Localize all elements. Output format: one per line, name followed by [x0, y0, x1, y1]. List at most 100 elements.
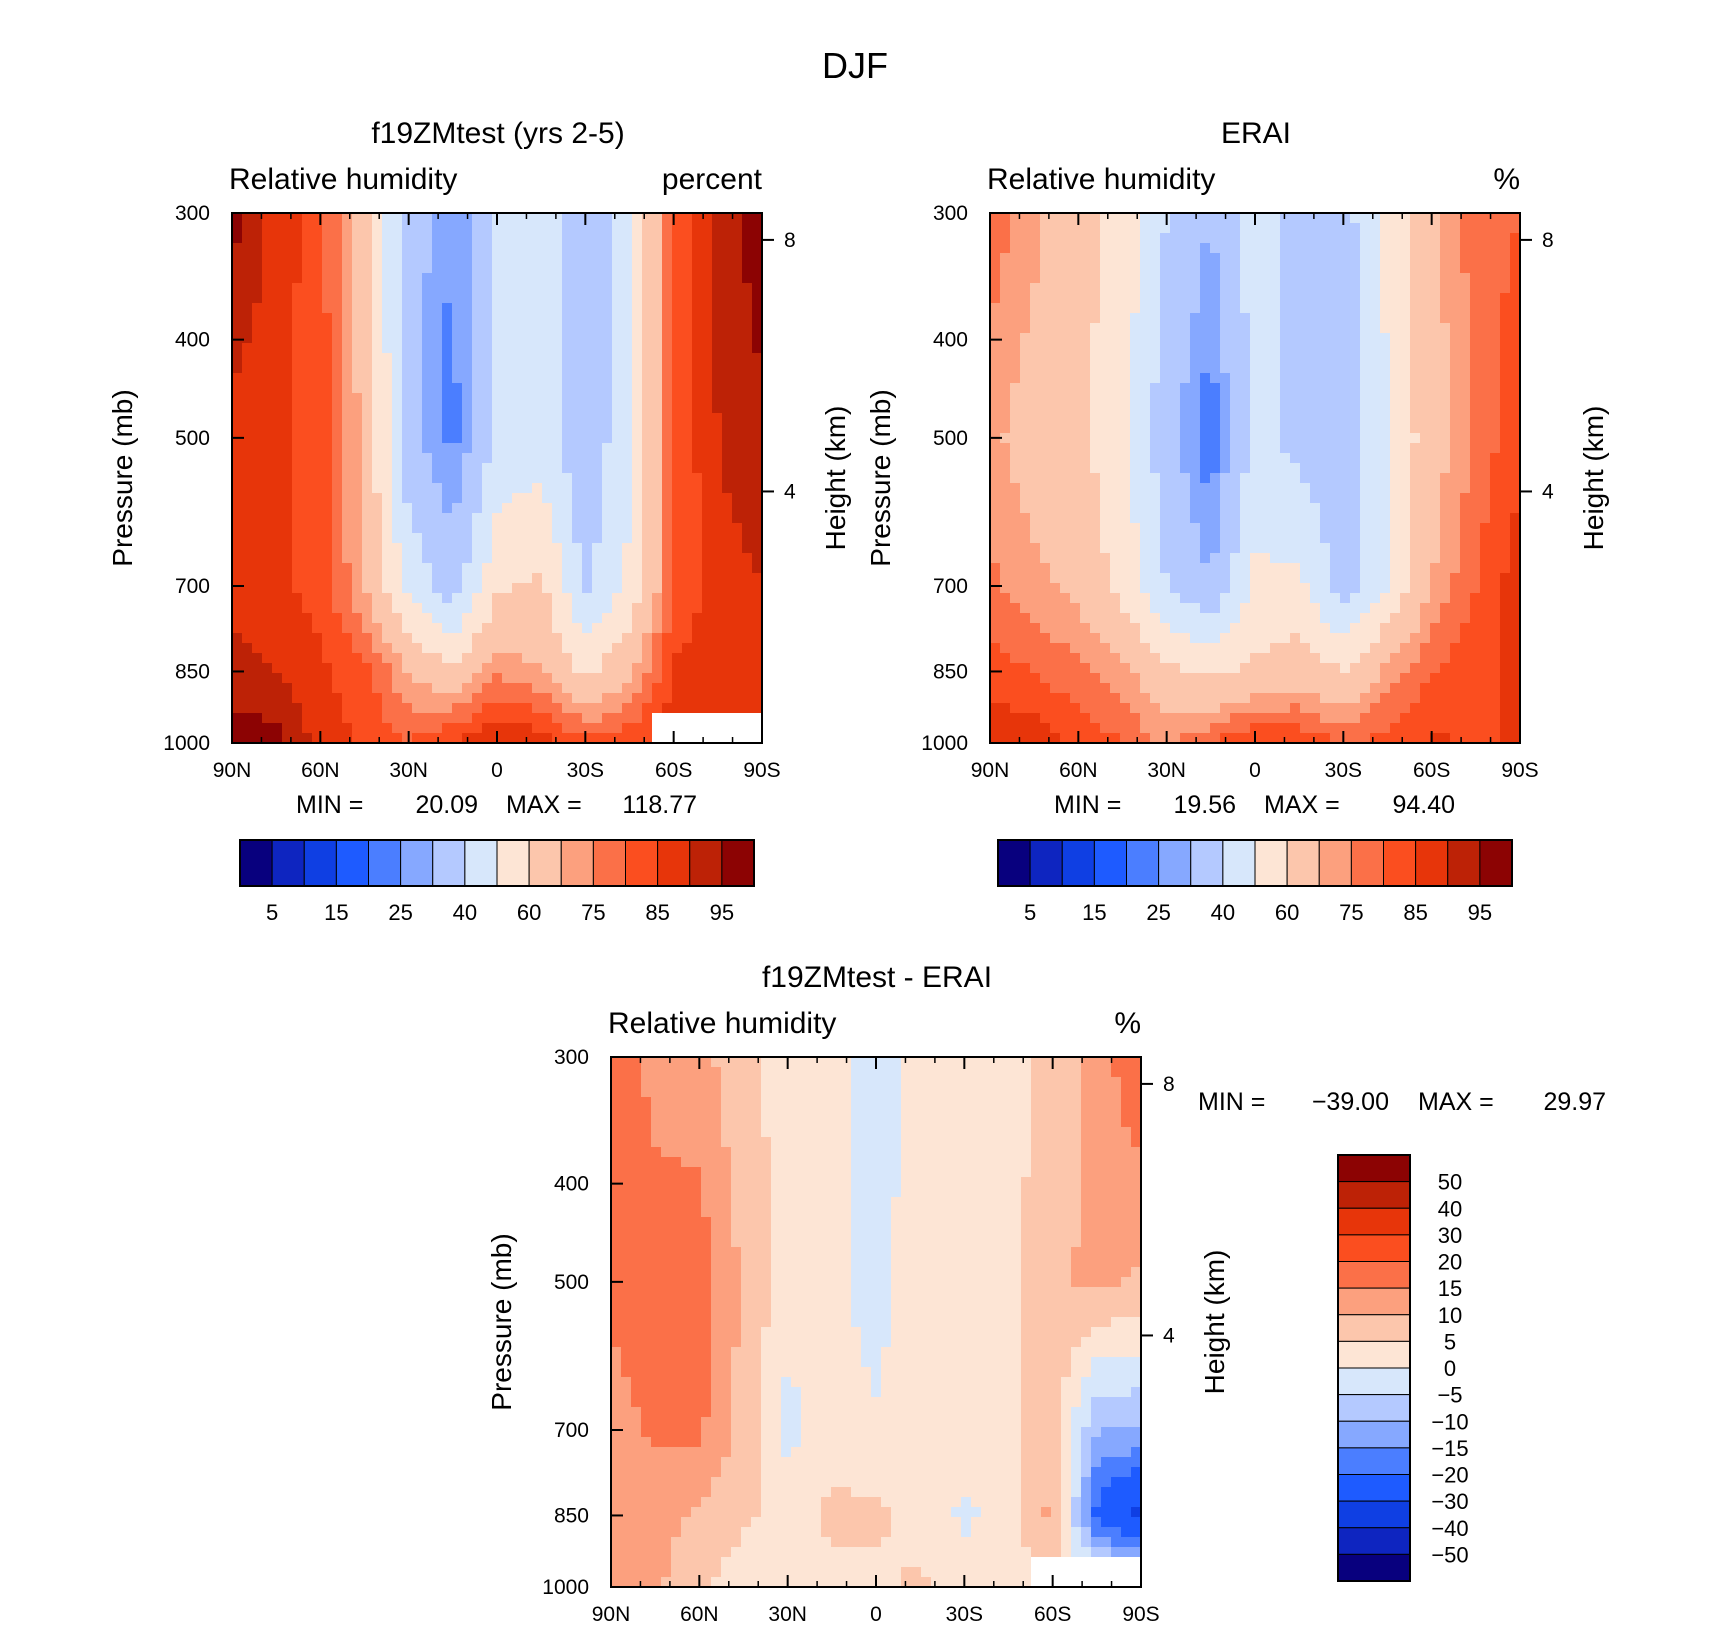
heatmap-cell: [1100, 233, 1111, 244]
heatmap-cell: [552, 343, 563, 354]
heatmap-cell: [322, 473, 333, 484]
heatmap-cell: [1030, 603, 1041, 614]
heatmap-cell: [582, 293, 593, 304]
heatmap-cell: [422, 313, 433, 324]
heatmap-cell: [252, 273, 263, 284]
heatmap-cell: [262, 603, 273, 614]
heatmap-cell: [532, 273, 543, 284]
heatmap-cell: [342, 363, 353, 374]
heatmap-cell: [1320, 463, 1331, 474]
heatmap-cell: [1170, 303, 1181, 314]
heatmap-cell: [602, 413, 613, 424]
heatmap-cell: [262, 293, 273, 304]
heatmap-cell: [292, 423, 303, 434]
heatmap-cell: [602, 513, 613, 524]
heatmap-cell: [1450, 273, 1461, 284]
heatmap-cell: [1240, 553, 1251, 564]
heatmap-cell: [1130, 283, 1141, 294]
heatmap-cell: [642, 303, 653, 314]
heatmap-cell: [402, 423, 413, 434]
heatmap-cell: [1120, 323, 1131, 334]
heatmap-cell: [432, 553, 443, 564]
heatmap-cell: [362, 663, 373, 674]
heatmap-cell: [582, 323, 593, 334]
heatmap-cell: [1020, 363, 1031, 374]
heatmap-cell: [572, 263, 583, 274]
heatmap-cell: [492, 343, 503, 354]
heatmap-cell: [692, 283, 703, 294]
heatmap-cell: [382, 363, 393, 374]
heatmap-cell: [662, 643, 673, 654]
heatmap-cell: [1090, 563, 1101, 574]
heatmap-cell: [632, 573, 643, 584]
heatmap-cell: [322, 253, 333, 264]
heatmap-cell: [652, 323, 663, 334]
heatmap-cell: [1110, 473, 1121, 484]
heatmap-cell: [1220, 223, 1231, 234]
heatmap-cell: [752, 523, 763, 534]
heatmap-cell: [312, 213, 323, 224]
heatmap-cell: [672, 473, 683, 484]
heatmap-cell: [422, 283, 433, 294]
heatmap-cell: [552, 403, 563, 414]
colorbar-swatch: [464, 839, 498, 887]
heatmap-cell: [682, 303, 693, 314]
heatmap-cell: [662, 383, 673, 394]
heatmap-cell: [1360, 543, 1371, 554]
heatmap-cell: [1100, 353, 1111, 364]
heatmap-cell: [1330, 453, 1341, 464]
heatmap-cell: [382, 233, 393, 244]
heatmap-cell: [1410, 313, 1421, 324]
heatmap-cell: [1040, 323, 1051, 334]
heatmap-cell: [1400, 433, 1411, 444]
heatmap-cell: [362, 243, 373, 254]
heatmap-cell: [1380, 493, 1391, 504]
heatmap-cell: [522, 443, 533, 454]
heatmap-cell: [1300, 363, 1311, 374]
heatmap-cell: [672, 373, 683, 384]
heatmap-cell: [1110, 273, 1121, 284]
heatmap-cell: [1000, 323, 1011, 334]
heatmap-cell: [662, 363, 673, 374]
heatmap-cell: [682, 693, 693, 704]
heatmap-cell: [722, 463, 733, 474]
heatmap-cell: [622, 243, 633, 254]
heatmap-cell: [1100, 513, 1111, 524]
heatmap-cell: [1060, 513, 1071, 524]
heatmap-cell: [1460, 513, 1471, 524]
heatmap-cell: [1080, 293, 1091, 304]
heatmap-cell: [990, 393, 1001, 404]
heatmap-cell: [1480, 403, 1491, 414]
heatmap-cell: [1140, 583, 1151, 594]
heatmap-cell: [692, 583, 703, 594]
heatmap-cell: [1060, 233, 1071, 244]
heatmap-cell: [592, 443, 603, 454]
heatmap-cell: [1340, 563, 1351, 574]
heatmap-cell: [1390, 543, 1401, 554]
heatmap-cell: [292, 653, 303, 664]
heatmap-cell: [1470, 343, 1481, 354]
heatmap-cell: [452, 493, 463, 504]
heatmap-cell: [1260, 523, 1271, 534]
heatmap-cell: [492, 313, 503, 324]
heatmap-cell: [622, 273, 633, 284]
heatmap-cell: [1470, 573, 1481, 584]
heatmap-cell: [1210, 403, 1221, 414]
heatmap-cell: [1120, 353, 1131, 364]
heatmap-cell: [1340, 303, 1351, 314]
heatmap-cell: [312, 303, 323, 314]
heatmap-cell: [1180, 413, 1191, 424]
heatmap-cell: [402, 233, 413, 244]
heatmap-cell: [1270, 273, 1281, 284]
heatmap-cell: [622, 303, 633, 314]
heatmap-cell: [572, 303, 583, 314]
heatmap-cell: [1300, 223, 1311, 234]
heatmap-cell: [312, 733, 323, 744]
heatmap-cell: [1370, 453, 1381, 464]
heatmap-cell: [472, 593, 483, 604]
heatmap-cell: [1100, 393, 1111, 404]
x-tick-label: 0: [491, 759, 503, 782]
heatmap-cell: [1390, 293, 1401, 304]
heatmap-cell: [342, 383, 353, 394]
heatmap-cell: [392, 433, 403, 444]
